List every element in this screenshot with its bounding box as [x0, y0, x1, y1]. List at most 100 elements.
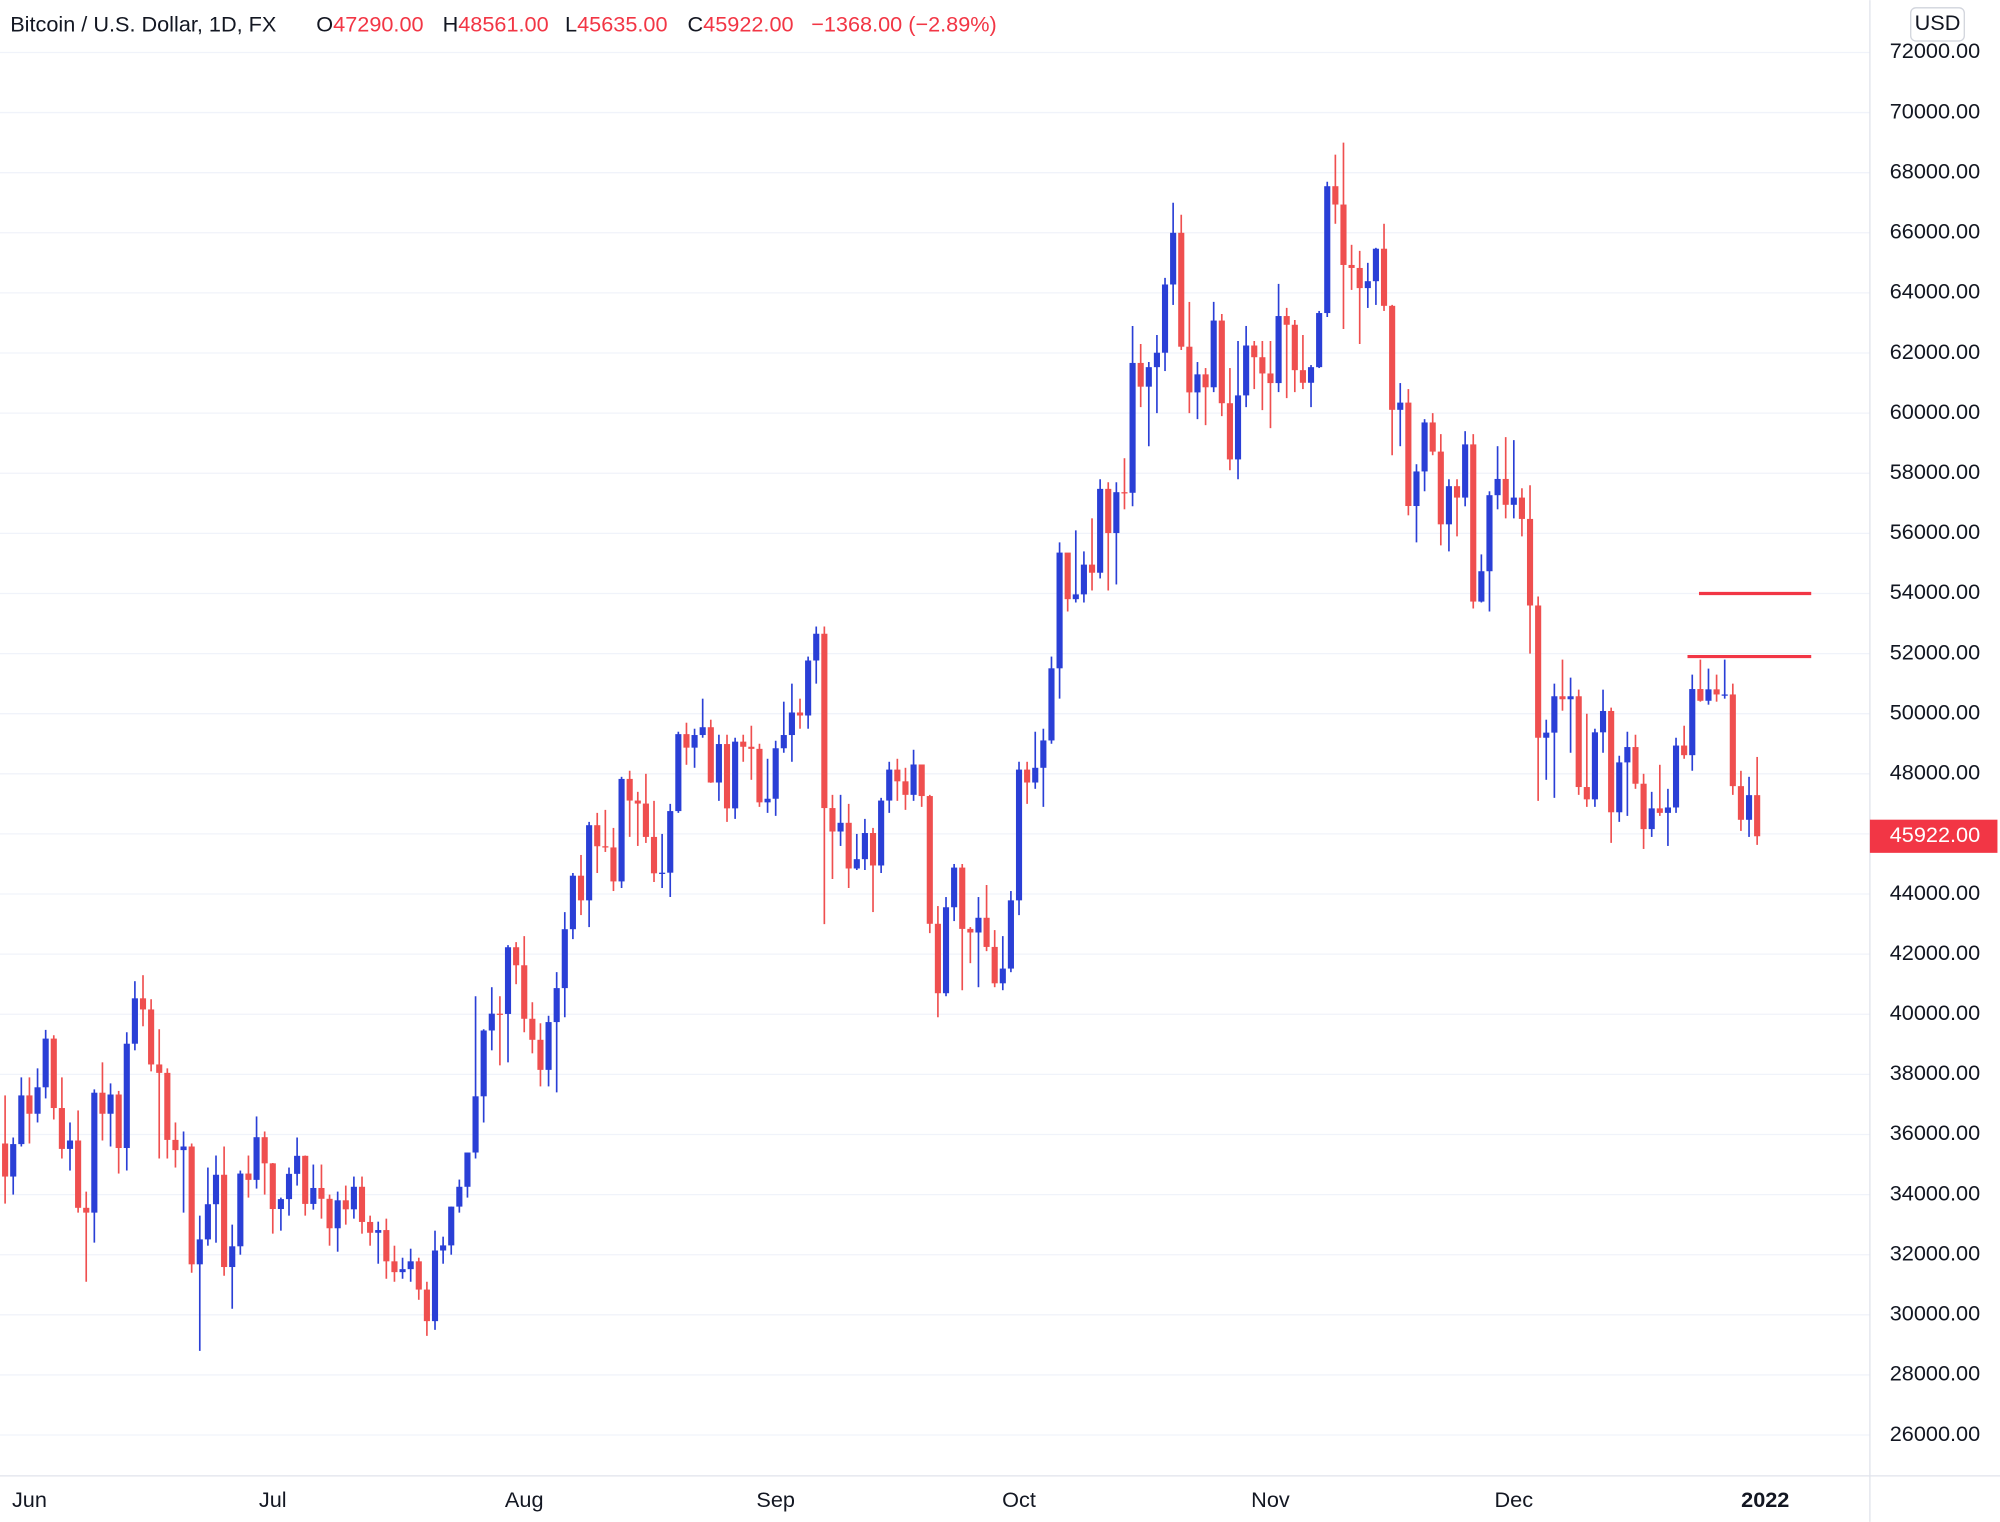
candle-body: [310, 1187, 317, 1204]
candle-body: [1080, 564, 1087, 595]
candle-body: [196, 1239, 203, 1265]
candle-body: [1567, 696, 1574, 700]
candle-body: [10, 1144, 17, 1177]
candle-body: [740, 741, 747, 747]
y-tick-label: 58000.00: [1890, 459, 1980, 484]
candle-body: [1380, 248, 1388, 306]
candle-body: [626, 778, 633, 801]
candle-body: [334, 1200, 341, 1229]
candle-body: [869, 833, 877, 866]
candle-body: [1040, 740, 1047, 768]
last-price-tag: [1869, 819, 1998, 853]
currency-button[interactable]: [1910, 7, 1965, 42]
y-tick-label: 48000.00: [1890, 760, 1980, 785]
candle-body: [294, 1155, 301, 1174]
candle-body: [1153, 352, 1160, 368]
candle-body: [1526, 518, 1534, 606]
y-tick-label: 50000.00: [1890, 699, 1980, 724]
candle-body: [1105, 488, 1112, 534]
candle-body: [918, 764, 925, 797]
candle-body: [886, 769, 893, 801]
candle-body: [1186, 346, 1193, 393]
candle-body: [91, 1092, 98, 1213]
symbol: Bitcoin / U.S. Dollar, 1D, FX: [10, 11, 276, 36]
candle-body: [204, 1204, 211, 1240]
candle-body: [553, 988, 560, 1023]
currency[interactable]: USD: [1915, 10, 1961, 35]
candle-body: [1543, 732, 1550, 738]
candle-body: [58, 1108, 65, 1149]
candle-body: [537, 1039, 544, 1070]
candle-body: [431, 1250, 439, 1322]
candle-body: [221, 1174, 228, 1268]
candle-body: [1624, 747, 1631, 763]
candle-body: [1559, 696, 1566, 700]
candle-body: [1234, 395, 1242, 460]
y-tick-label: 28000.00: [1890, 1361, 1980, 1386]
candle-body: [1429, 422, 1436, 452]
y-tick-label: 72000.00: [1890, 38, 1980, 63]
candle-body: [504, 947, 512, 1014]
candle-body: [748, 746, 755, 749]
high-value: 48561.00: [458, 11, 548, 36]
candle-body: [131, 998, 138, 1044]
candle-body: [1591, 732, 1598, 800]
candle-body: [383, 1230, 390, 1262]
candle-body: [642, 803, 649, 837]
candle-body: [107, 1094, 114, 1114]
candle-body: [1113, 492, 1120, 534]
candle-body: [683, 734, 690, 748]
candle-body: [1453, 486, 1461, 498]
candle-body: [269, 1163, 276, 1210]
candle-body: [699, 727, 706, 736]
candle-body: [139, 998, 147, 1010]
candle-body: [1194, 374, 1201, 393]
x-tick-label: Aug: [505, 1487, 544, 1512]
x-tick-label: 2022: [1741, 1487, 1789, 1512]
candle-body: [42, 1038, 49, 1088]
open-value: 47290.00: [333, 11, 423, 36]
candle-body: [1348, 264, 1355, 268]
candle-body: [1259, 357, 1266, 374]
candle-body: [26, 1095, 33, 1114]
candle-body: [229, 1246, 236, 1268]
candle-body: [829, 808, 836, 832]
candle-body: [367, 1221, 374, 1233]
candle-body: [772, 748, 779, 799]
candle-body: [521, 965, 528, 1019]
candle-body: [1583, 787, 1590, 800]
candle-body: [318, 1187, 325, 1199]
candle-body: [853, 859, 860, 869]
x-tick-label: Jun: [12, 1487, 47, 1512]
candle-body: [805, 660, 812, 716]
y-tick-label: 36000.00: [1890, 1120, 1980, 1145]
candle-body: [148, 1009, 155, 1065]
candle-body: [1364, 281, 1371, 289]
candle-body: [1599, 710, 1607, 733]
candle-body: [967, 928, 974, 933]
y-tick-label: 42000.00: [1890, 940, 1980, 965]
candle-body: [1307, 367, 1315, 383]
candle-body: [926, 796, 933, 924]
candle-body: [1267, 373, 1274, 384]
candle-body: [472, 1096, 479, 1153]
candle-body: [1494, 478, 1501, 496]
candle-body: [1389, 305, 1396, 410]
candle-body: [878, 800, 885, 866]
candle-body: [1421, 422, 1428, 472]
candle-body: [1145, 367, 1152, 387]
candle-body: [75, 1140, 82, 1208]
candle-body: [326, 1198, 333, 1229]
candle-body: [50, 1038, 57, 1109]
candle-body: [115, 1094, 122, 1149]
candle-body: [1097, 488, 1104, 573]
y-tick-label: 66000.00: [1890, 219, 1980, 244]
candle-body: [123, 1043, 130, 1149]
candle-body: [1226, 403, 1233, 460]
candle-body: [707, 727, 714, 783]
candle-body: [1632, 747, 1639, 784]
candle-body: [1462, 444, 1469, 498]
grid: [0, 51, 1870, 1436]
